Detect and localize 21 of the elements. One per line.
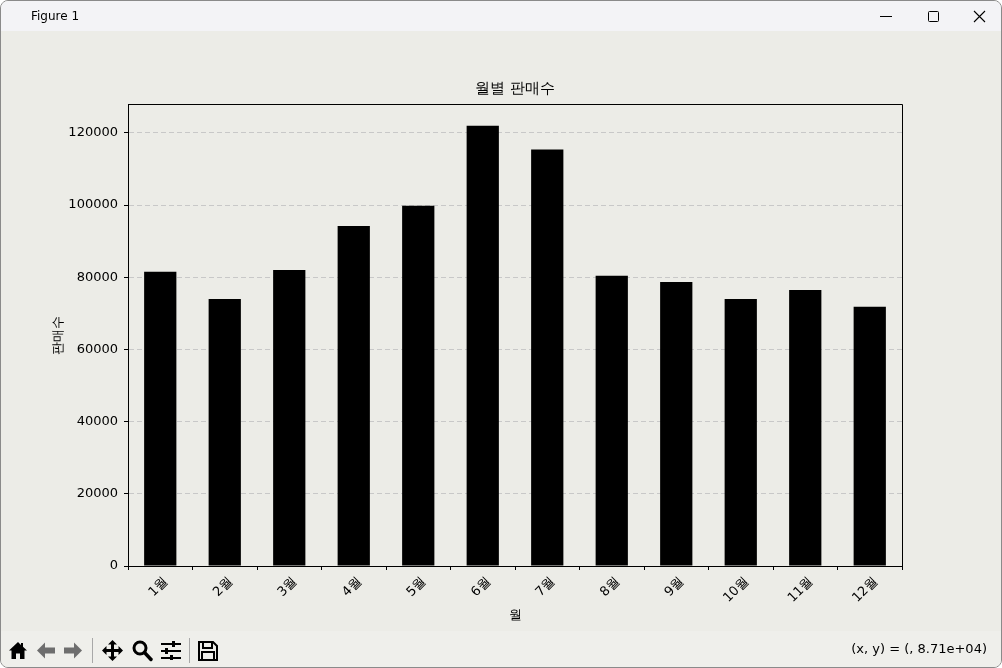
y-tick-label: 120000 [68, 124, 118, 140]
y-tick-label: 60000 [76, 340, 118, 356]
y-tick-label: 20000 [76, 485, 118, 501]
caption: Figure 1 [31, 9, 80, 24]
x-tick-label: 1월 [145, 573, 171, 600]
y-tick-label: 100000 [68, 196, 118, 212]
x-tick-label: 9월 [661, 573, 687, 600]
y-axis-title: 판매수 [50, 315, 66, 355]
text: (x, y) = (, 8.71e+04) [851, 641, 987, 657]
y-tick-label: 0 [109, 557, 118, 573]
x-axis-title: 월 [508, 606, 522, 622]
x-tick-label: 4월 [338, 573, 365, 600]
x-tick-label: 5월 [403, 573, 429, 600]
x-tick-label: 2월 [209, 573, 236, 600]
x-tick-label: 6월 [467, 573, 494, 600]
x-tick-label: 7월 [532, 573, 558, 600]
x-tick-label: 3월 [274, 573, 300, 600]
y-tick-label: 40000 [76, 413, 118, 428]
y-tick-label: 80000 [76, 268, 118, 284]
chart-title: 월별 판매수 [475, 78, 555, 97]
x-tick-label: 8월 [596, 573, 623, 600]
